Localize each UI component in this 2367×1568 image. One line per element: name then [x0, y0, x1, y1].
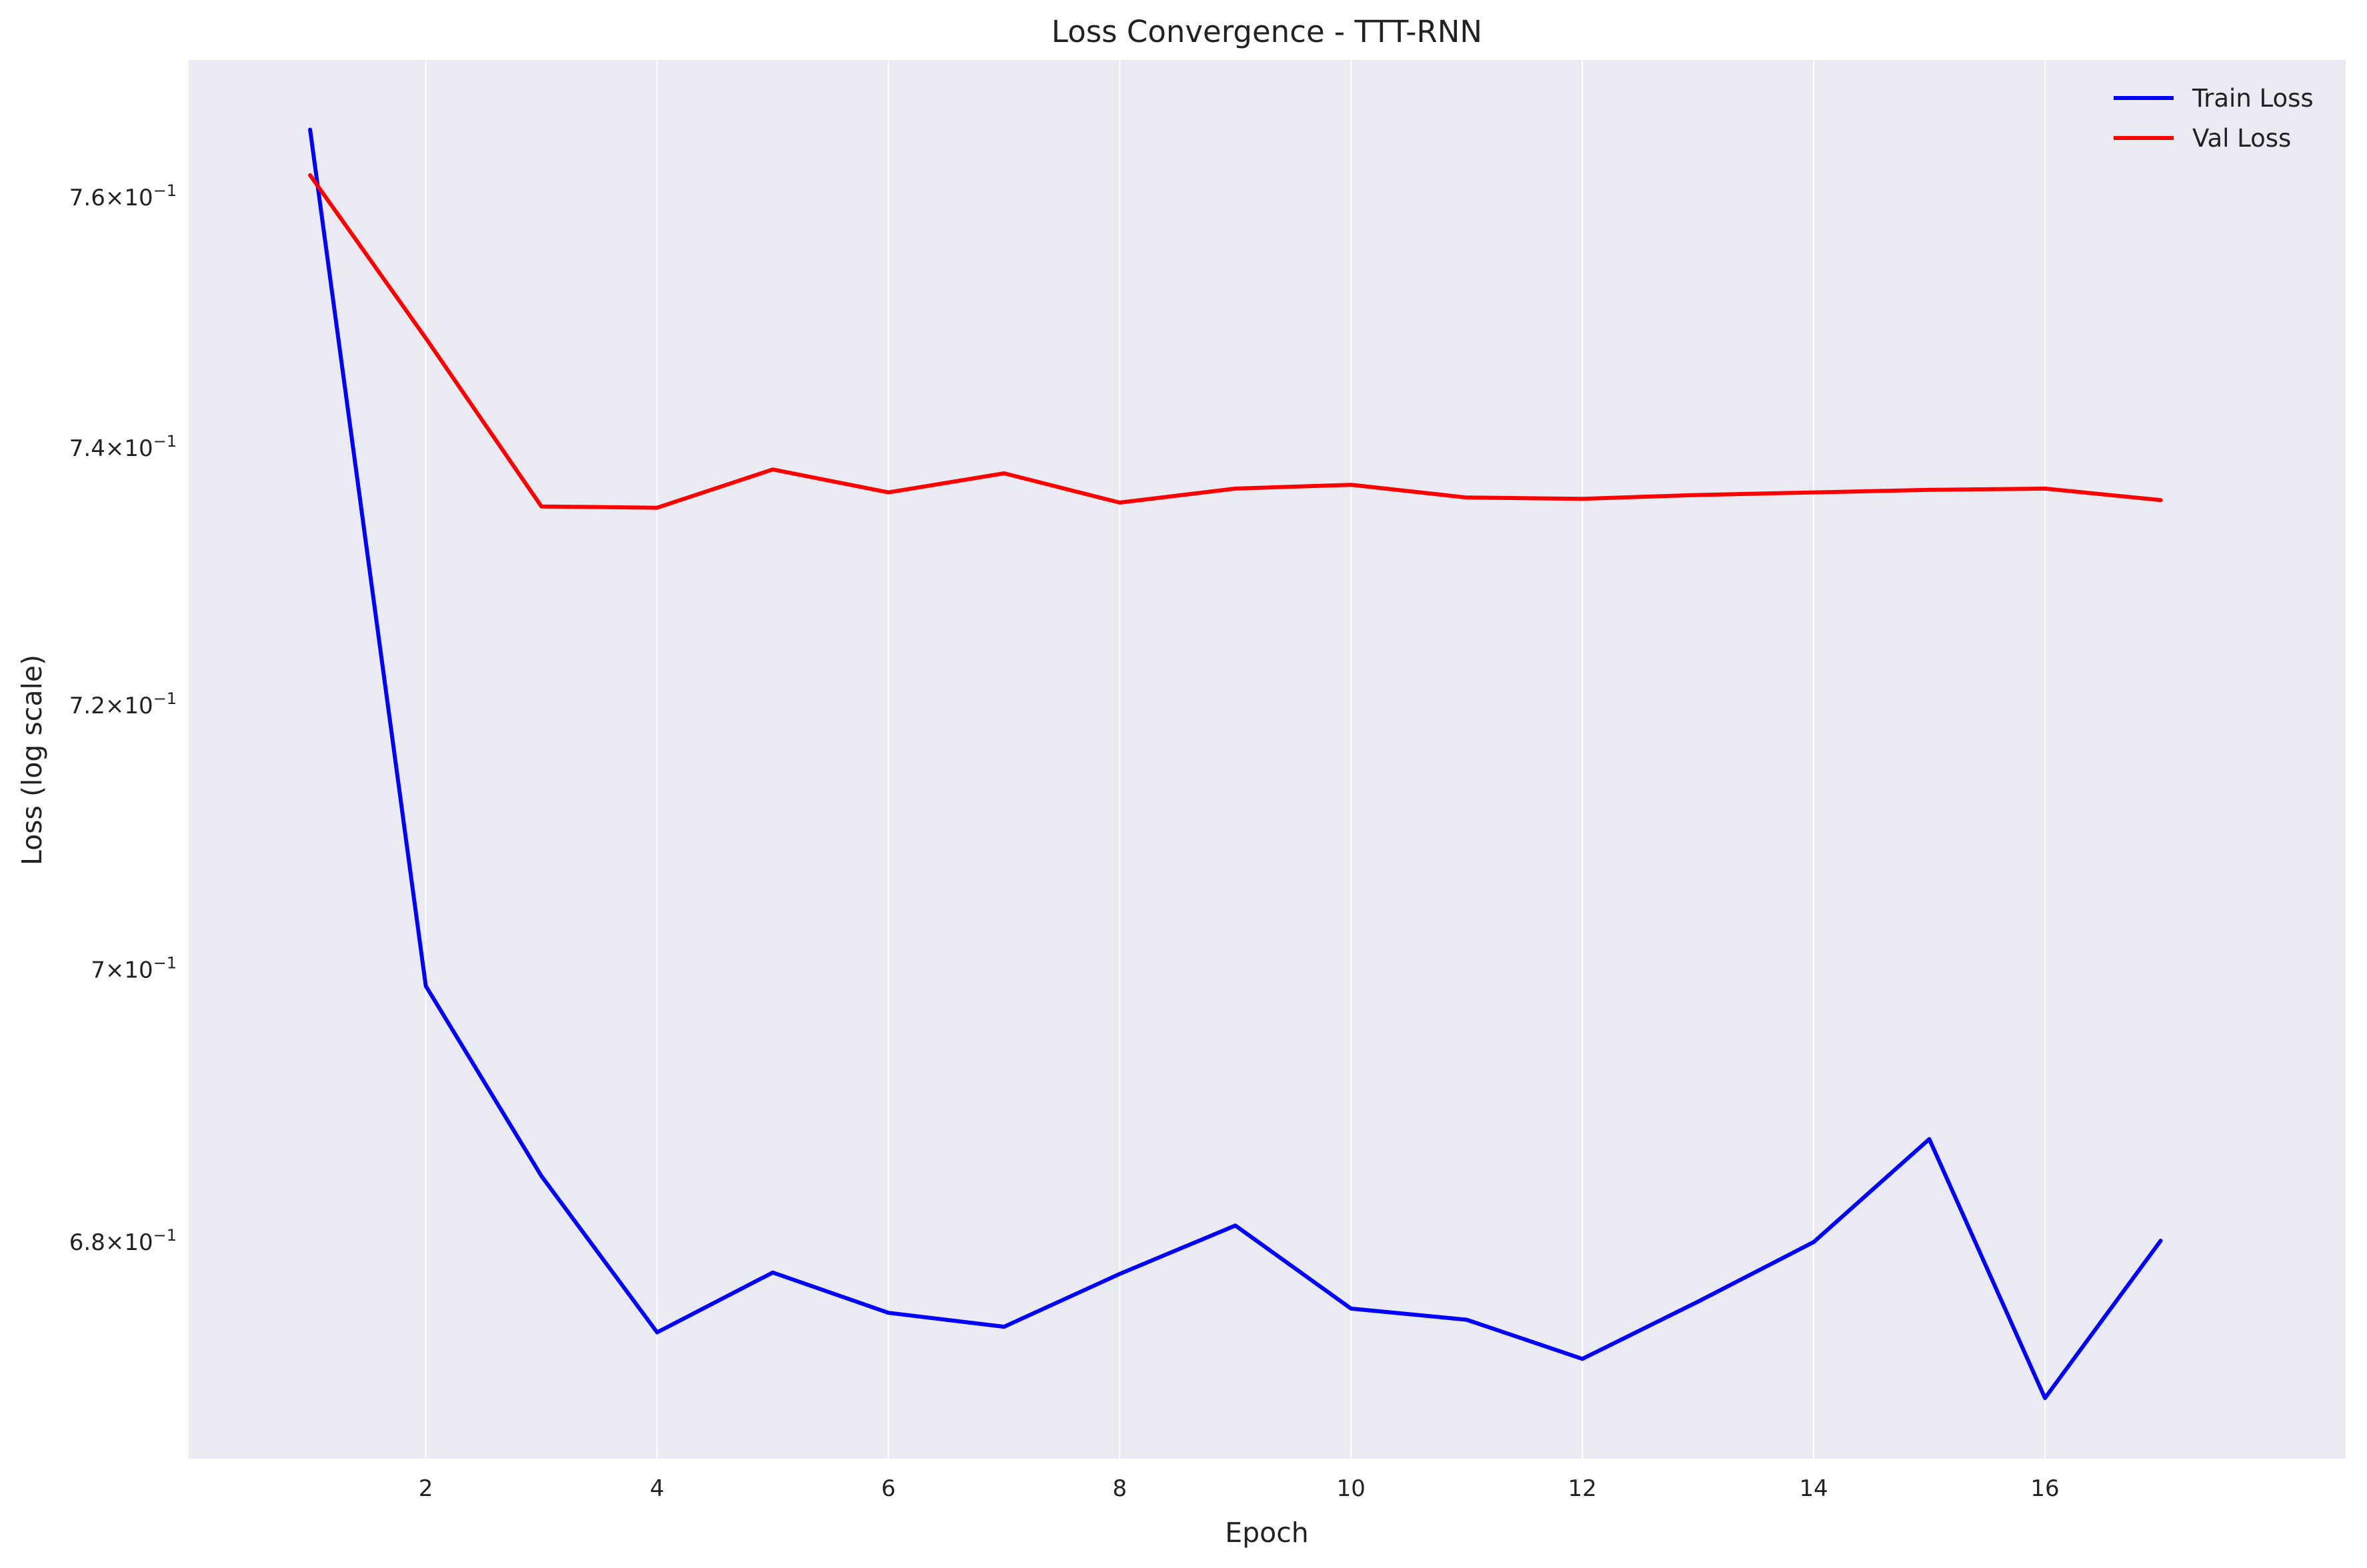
- y-tick-label: 7.2×10−1: [69, 689, 177, 719]
- y-tick-label: 7.6×10−1: [69, 181, 177, 211]
- x-tick-label: 2: [419, 1475, 433, 1502]
- y-tick-label: 7×10−1: [91, 954, 177, 984]
- legend-label: Train Loss: [2192, 84, 2314, 113]
- y-tick-labels: 7.6×10−1 7.4×10−1 7.2×10−1 7×10−1 6.8×10−1: [69, 181, 177, 1256]
- legend-label: Val Loss: [2192, 124, 2291, 153]
- series-line-train-loss: [308, 127, 2163, 1401]
- x-tick-label: 8: [1113, 1475, 1127, 1502]
- grid-lines: [425, 60, 2046, 1459]
- y-tick-label: 7.4×10−1: [69, 432, 177, 462]
- x-tick-label: 16: [2030, 1475, 2059, 1502]
- series-lines: [308, 127, 2163, 1401]
- plot-background: [189, 60, 2346, 1459]
- y-axis-label: Loss (log scale): [16, 655, 48, 865]
- y-tick-label: 6.8×10−1: [69, 1226, 177, 1256]
- chart-title: Loss Convergence - TTT-RNN: [1051, 14, 1482, 49]
- x-tick-label: 4: [650, 1475, 665, 1502]
- x-tick-label: 6: [881, 1475, 896, 1502]
- legend: Train Loss Val Loss: [2114, 84, 2314, 153]
- x-tick-labels: 2 4 6 8 10 12 14 16: [419, 1475, 2060, 1502]
- series-line-val-loss: [308, 173, 2163, 510]
- x-tick-label: 12: [1568, 1475, 1597, 1502]
- x-tick-label: 10: [1337, 1475, 1366, 1502]
- x-tick-label: 14: [1799, 1475, 1828, 1502]
- x-axis-label: Epoch: [1225, 1517, 1309, 1549]
